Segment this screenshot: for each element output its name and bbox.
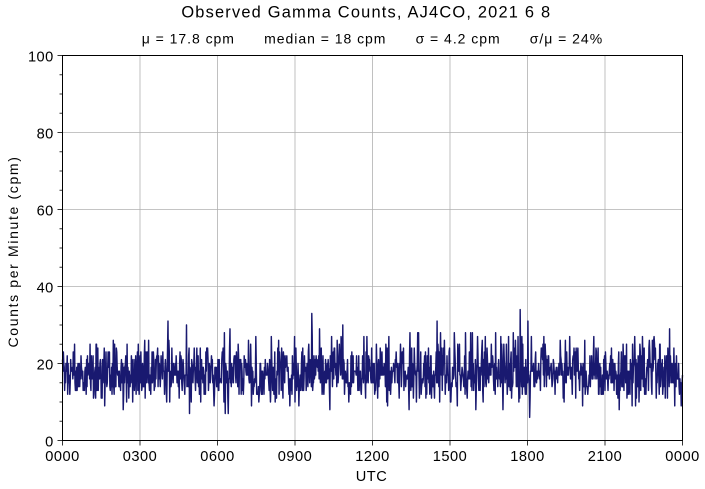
svg-text:20: 20 <box>37 358 54 374</box>
svg-text:1500: 1500 <box>433 449 467 465</box>
svg-text:Counts per Minute (cpm): Counts per Minute (cpm) <box>5 155 21 347</box>
svg-text:Observed Gamma Counts, AJ4CO,: Observed Gamma Counts, AJ4CO, 2021 6 8 <box>181 4 551 22</box>
svg-text:0: 0 <box>45 435 54 451</box>
svg-text:1800: 1800 <box>510 449 544 465</box>
svg-text:2100: 2100 <box>588 449 622 465</box>
svg-text:60: 60 <box>37 204 54 220</box>
svg-text:0000: 0000 <box>45 449 79 465</box>
svg-text:0300: 0300 <box>123 449 157 465</box>
svg-text:μ = 17.8 cpm median = 18: μ = 17.8 cpm median = 18 cpm σ = 4.2 cpm… <box>142 31 603 47</box>
svg-text:80: 80 <box>37 127 54 143</box>
svg-text:40: 40 <box>37 281 54 297</box>
svg-text:0900: 0900 <box>278 449 312 465</box>
svg-text:100: 100 <box>28 50 54 66</box>
svg-text:UTC: UTC <box>356 469 388 485</box>
svg-text:0600: 0600 <box>200 449 234 465</box>
svg-text:1200: 1200 <box>355 449 389 465</box>
svg-text:0000: 0000 <box>665 449 699 465</box>
